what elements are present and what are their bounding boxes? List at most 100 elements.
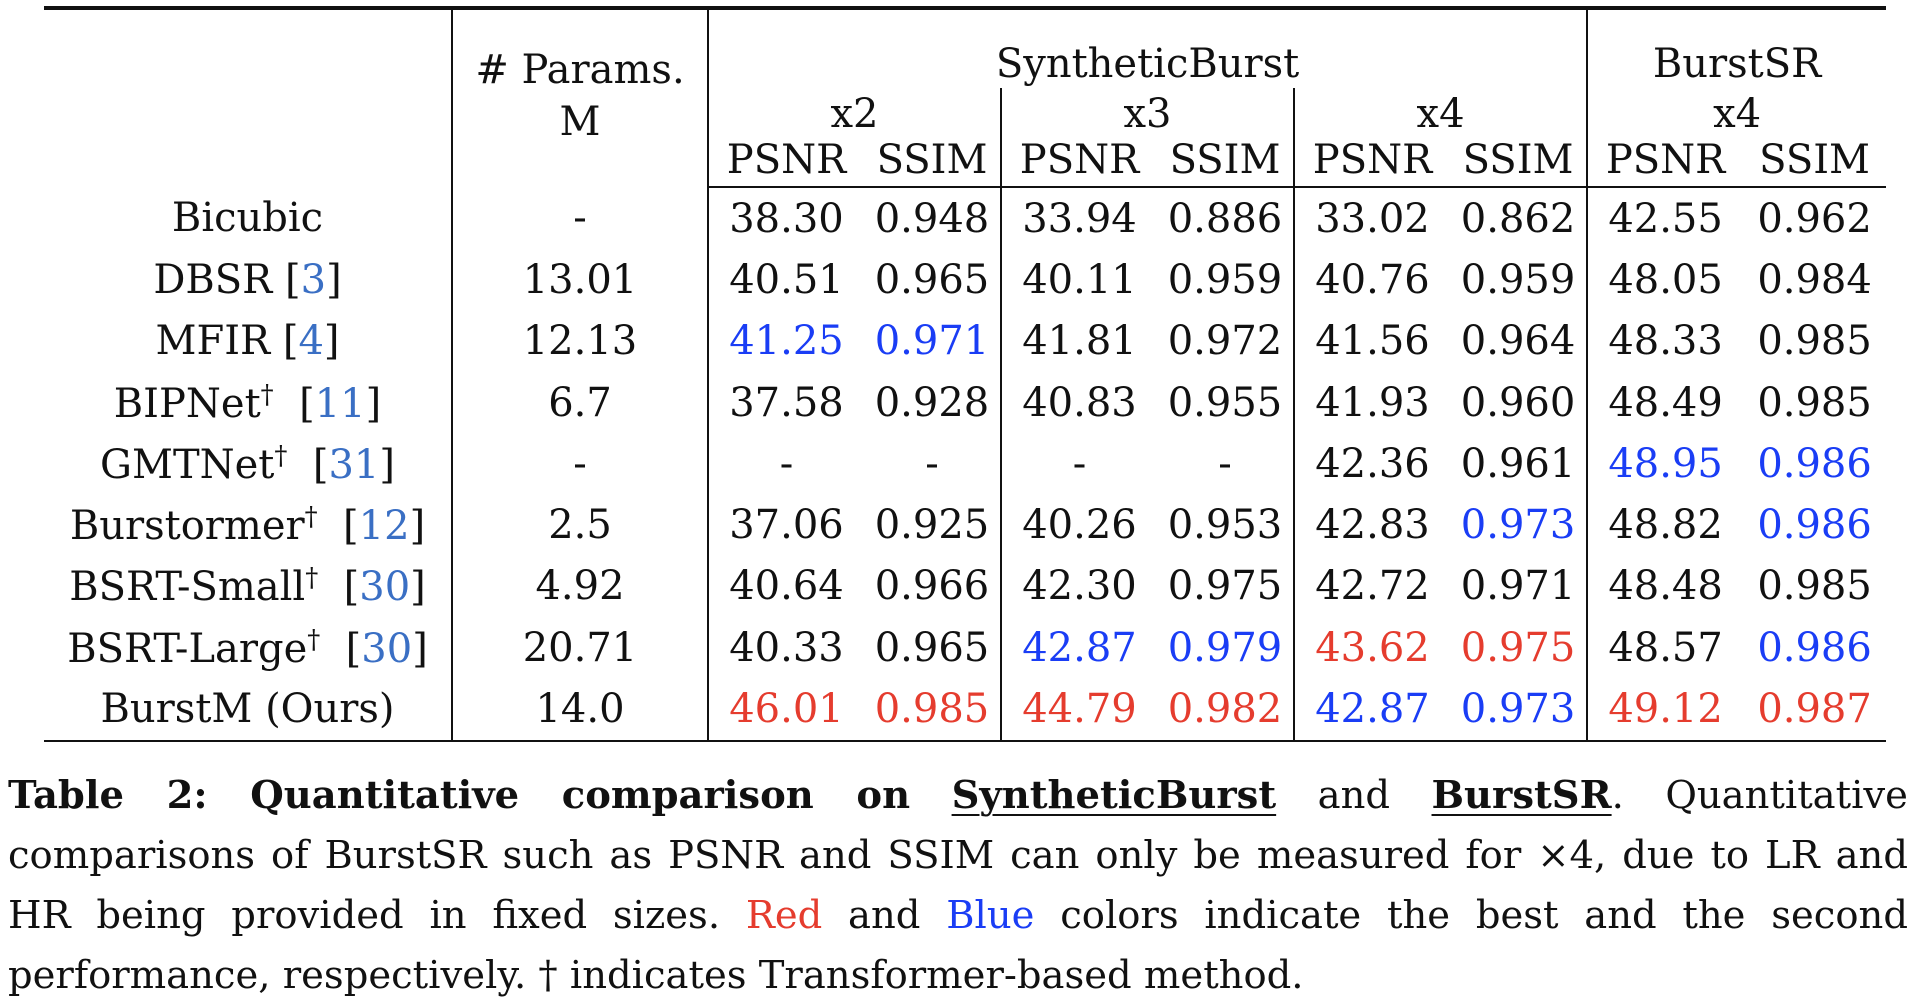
value-cell: 42.87 (1022, 624, 1137, 671)
citation-link[interactable]: 30 (361, 625, 413, 672)
params-cell: - (452, 433, 709, 495)
method-name-cell: BIPNet† [11] (44, 371, 453, 434)
method-name: Burstormer (69, 503, 305, 550)
scale-x2-header: x2 (708, 88, 1002, 134)
value-cell: 48.48 (1608, 563, 1723, 610)
method-name-ours: BurstM (Ours) (44, 678, 453, 743)
value-cell: 0.975 (1157, 555, 1295, 618)
value-cell: 0.985 (1757, 379, 1872, 426)
value-cell: 40.76 (1315, 256, 1430, 303)
value-cell: 40.64 (729, 563, 844, 610)
table-row: BSRT-Large† [30] 20.71 40.33 0.965 42.87 0.97… (44, 617, 1886, 679)
method-name: BIPNet (113, 380, 261, 427)
value-cell: 0.987 (1743, 678, 1887, 743)
value-cell: 0.966 (864, 555, 1002, 618)
value-cell: 40.11 (1022, 256, 1137, 303)
value-cell: 37.58 (729, 379, 844, 426)
psnr-header: PSNR (1294, 134, 1450, 188)
value-cell: 0.985 (1757, 563, 1872, 610)
syntheticburst-header: SyntheticBurst (708, 8, 1589, 88)
value-cell: 0.986 (1757, 624, 1872, 671)
method-header-cell (44, 8, 453, 187)
method-name: MFIR (155, 318, 271, 365)
citation-link[interactable]: 11 (314, 380, 366, 427)
params-cell: 20.71 (452, 617, 709, 679)
value-cell: 0.985 (864, 678, 1002, 743)
value-cell: 0.962 (1757, 195, 1872, 242)
table-row: Burstormer† [12] 2.5 37.06 0.925 40.26 0.953 4… (44, 494, 1886, 556)
value-cell: 0.979 (1157, 617, 1295, 679)
params-cell: 4.92 (452, 555, 709, 618)
value-cell: 0.986 (1757, 440, 1872, 487)
psnr-header: PSNR (1587, 134, 1744, 188)
value-cell: - (779, 440, 794, 487)
citation-link[interactable]: 3 (300, 256, 327, 303)
value-cell: - (1072, 440, 1087, 487)
method-name: GMTNet (100, 441, 275, 488)
citation-link[interactable]: 31 (328, 441, 380, 488)
value-cell: - (864, 433, 1002, 495)
citation-link[interactable]: 30 (359, 564, 411, 611)
method-name: BSRT-Small (69, 564, 306, 611)
value-cell: 0.973 (1450, 678, 1589, 743)
results-table: # Params. M SyntheticBurst BurstSR x2 x3… (44, 6, 1887, 743)
caption-body-2: colors indicate the best and the second … (8, 893, 1908, 998)
method-name: Bicubic (171, 195, 324, 242)
caption-body-1: . Quantitative comparisons of BurstSR su… (8, 773, 1908, 938)
ssim-header: SSIM (1743, 134, 1887, 188)
value-cell: 46.01 (708, 678, 864, 743)
method-name-cell: Bicubic (44, 187, 453, 250)
value-cell: 0.886 (1157, 187, 1295, 250)
value-cell: 0.925 (864, 494, 1002, 556)
value-cell: 40.83 (1022, 379, 1137, 426)
value-cell: 0.948 (864, 187, 1002, 250)
value-cell: 0.985 (1757, 318, 1872, 365)
value-cell: 49.12 (1587, 678, 1744, 743)
citation-link[interactable]: 4 (298, 318, 324, 365)
method-name: DBSR (153, 256, 273, 303)
table-row: BSRT-Small† [30] 4.92 40.64 0.966 42.30 0.975… (44, 555, 1886, 618)
params-header-line1: # Params. (475, 47, 685, 93)
value-cell: 0.862 (1450, 187, 1589, 250)
header-row-scales: x2 x3 x4 x4 (44, 88, 1886, 134)
value-cell: 41.81 (1022, 318, 1137, 365)
value-cell: 0.959 (1157, 249, 1295, 311)
value-cell: 40.26 (1022, 502, 1137, 549)
value-cell: 0.971 (1450, 555, 1589, 618)
value-cell: 0.965 (864, 249, 1002, 311)
value-cell: 0.961 (1450, 433, 1589, 495)
value-cell: 40.51 (729, 256, 844, 303)
value-cell: 37.06 (729, 502, 844, 549)
value-cell: 42.83 (1315, 502, 1430, 549)
value-cell: 48.57 (1608, 624, 1723, 671)
transformer-dagger: † (305, 563, 319, 594)
table-row: MFIR [4] 12.13 41.25 0.971 41.81 0.972 41.56 0.… (44, 310, 1886, 372)
caption-red-word: Red (745, 893, 823, 938)
value-cell: 42.72 (1315, 563, 1430, 610)
value-cell: 40.33 (729, 624, 844, 671)
value-cell: 33.02 (1315, 195, 1430, 242)
value-cell: 0.959 (1450, 249, 1589, 311)
caption-and-word: and (848, 893, 921, 938)
value-cell: 0.986 (1757, 502, 1872, 549)
value-cell: 43.62 (1315, 624, 1430, 671)
value-cell: 0.982 (1157, 678, 1295, 743)
table-body: Bicubic -38.30 0.948 33.94 0.886 33.02 0.862 42… (44, 187, 1886, 679)
method-name-cell: DBSR [3] (44, 249, 453, 311)
citation-link[interactable]: 12 (358, 503, 410, 550)
value-cell: 48.82 (1608, 502, 1723, 549)
caption-title-prefix: Table 2: Quantitative comparison on (8, 773, 911, 818)
transformer-dagger: † (304, 502, 318, 533)
value-cell: 42.30 (1022, 563, 1137, 610)
value-cell: 0.928 (864, 371, 1002, 434)
burstsr-header: BurstSR (1652, 41, 1822, 87)
caption-title-and: and (1317, 773, 1391, 818)
method-name-cell: MFIR [4] (44, 310, 453, 372)
value-cell: 41.56 (1315, 318, 1430, 365)
value-cell: 0.964 (1450, 310, 1589, 372)
value-cell: 42.87 (1294, 678, 1450, 743)
table-row: BIPNet† [11] 6.7 37.58 0.928 40.83 0.955 41.93… (44, 371, 1886, 434)
value-cell: 38.30 (729, 195, 844, 242)
value-cell: 0.955 (1157, 371, 1295, 434)
